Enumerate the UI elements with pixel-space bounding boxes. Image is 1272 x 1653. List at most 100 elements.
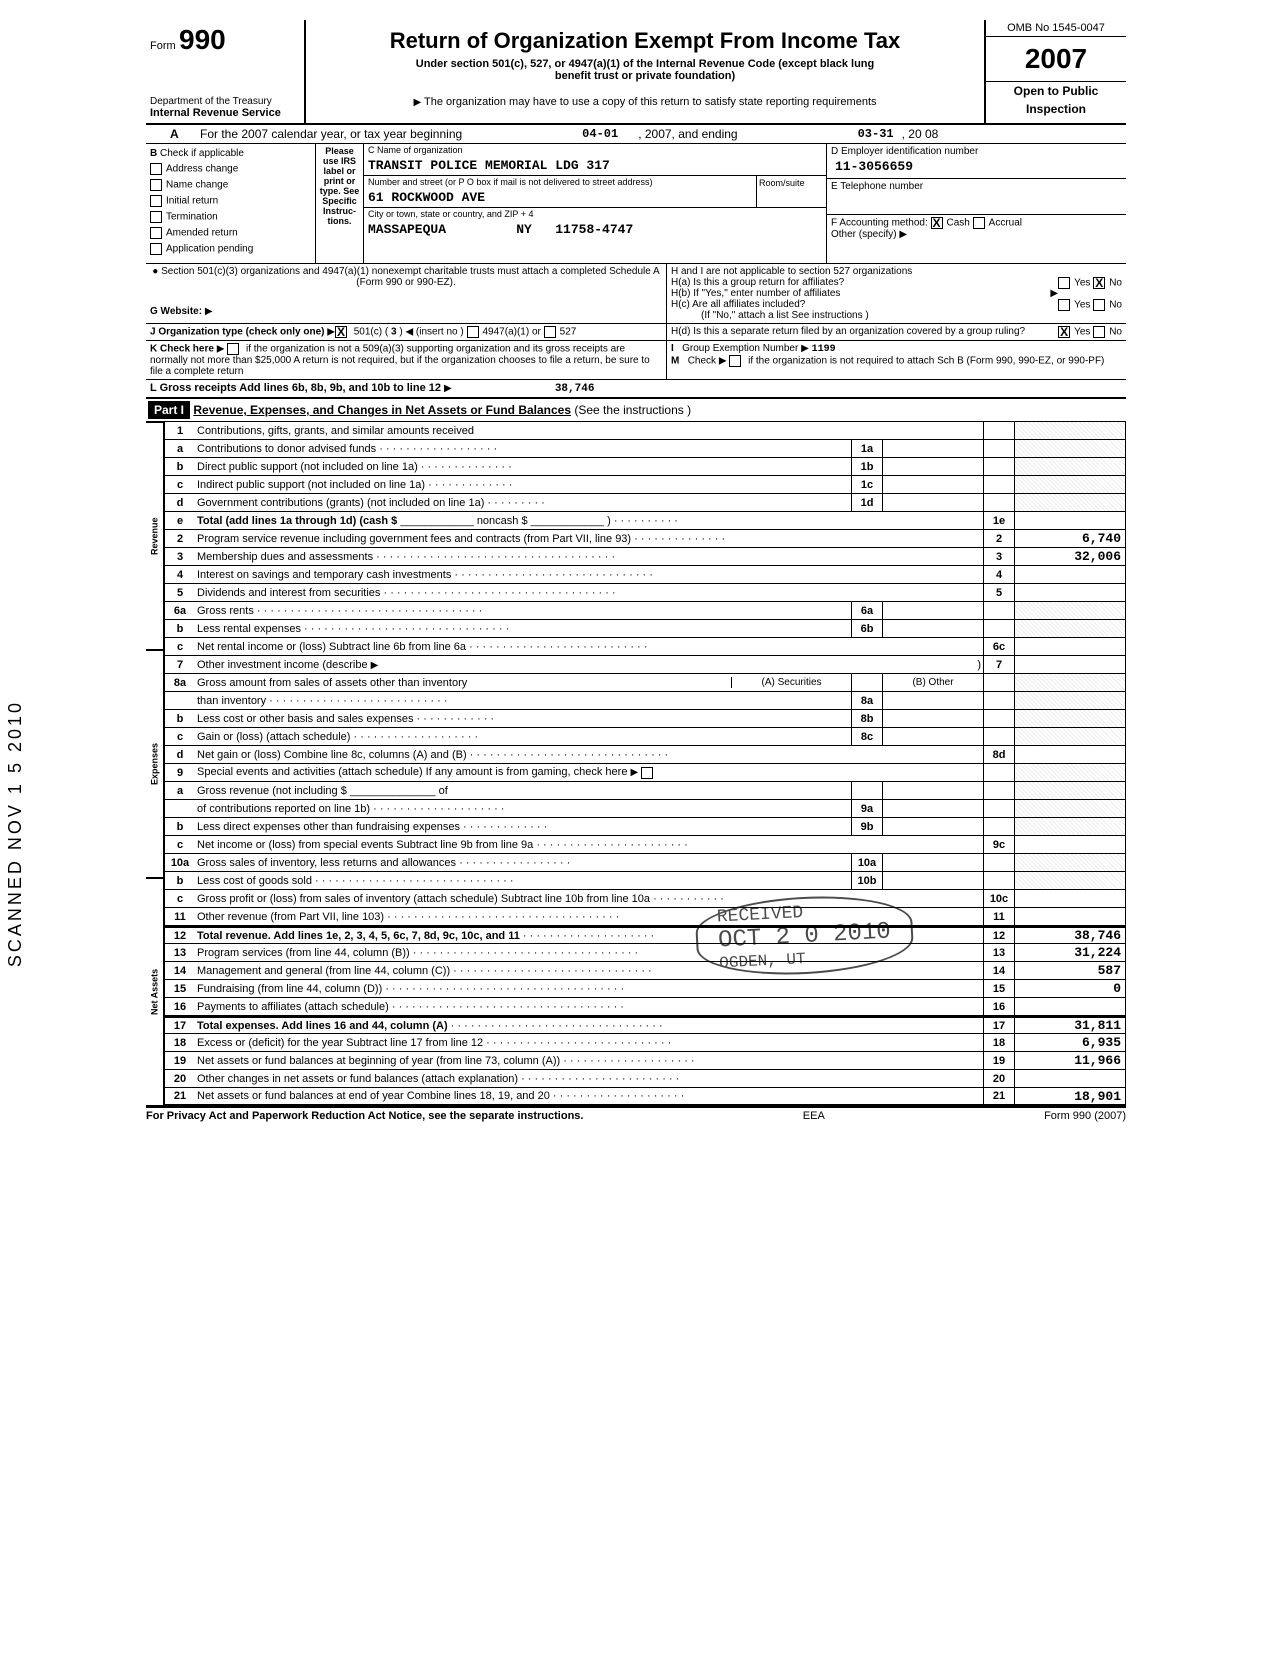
copy-note: The organization may have to use a copy … [424, 96, 876, 108]
ha-yes[interactable] [1058, 277, 1070, 289]
checkbox-name-change[interactable] [150, 179, 162, 191]
accounting-label: F Accounting method: [831, 218, 928, 229]
form-title: Return of Organization Exempt From Incom… [314, 28, 976, 54]
line-1d: Government contributions (grants) (not i… [197, 497, 484, 509]
line-12: Total revenue. Add lines 1e, 2, 3, 4, 5,… [197, 930, 520, 942]
hd-yes[interactable] [1058, 326, 1070, 338]
state: NY [516, 222, 532, 237]
i-label: I [671, 343, 674, 354]
street: 61 ROCKWOOD AVE [364, 188, 756, 207]
section-a-endyear: , 20 08 [902, 127, 939, 141]
hb-label: H(b) If "Yes," enter number of affiliate… [671, 288, 840, 299]
j-501c-label: 501(c) ( [354, 327, 388, 338]
yes-label3: Yes [1074, 327, 1090, 338]
line-8a: Gross amount from sales of assets other … [195, 676, 731, 690]
line-10a: Gross sales of inventory, less returns a… [197, 857, 456, 869]
line-9a: Gross revenue (not including $ [197, 785, 347, 797]
line-6b: Less rental expenses [197, 623, 301, 635]
line-10c: Gross profit or (loss) from sales of inv… [197, 893, 650, 905]
label-name-change: Name change [166, 180, 228, 191]
amount-14: 587 [1015, 962, 1125, 979]
checkbox-termination[interactable] [150, 211, 162, 223]
phone-label: E Telephone number [831, 181, 1122, 192]
dept-treasury: Department of the Treasury [150, 96, 300, 107]
footer: For Privacy Act and Paperwork Reduction … [146, 1106, 1126, 1122]
sections-bcdef: B Check if applicable Address change Nam… [146, 144, 1126, 264]
label-amended: Amended return [166, 228, 238, 239]
k-check[interactable] [227, 343, 239, 355]
checkbox-cash[interactable] [931, 217, 943, 229]
label-other-specify: Other (specify) [831, 229, 897, 240]
yes-label2: Yes [1074, 300, 1090, 311]
amount-19: 11,966 [1015, 1052, 1125, 1069]
section-a-mid: , 2007, and ending [638, 127, 737, 141]
checkbox-initial-return[interactable] [150, 195, 162, 207]
line-1e-noncash: noncash $ [477, 515, 528, 527]
yes-label: Yes [1074, 278, 1090, 289]
gaming-check[interactable] [641, 767, 653, 779]
checkbox-accrual[interactable] [973, 217, 985, 229]
form-number: 990 [179, 24, 226, 55]
j-4947-check[interactable] [467, 326, 479, 338]
section-k-im: K Check here ▶ if the organization is no… [146, 341, 1126, 380]
label-accrual: Accrual [989, 218, 1022, 229]
ha-no[interactable] [1093, 277, 1105, 289]
no-label3: No [1109, 327, 1122, 338]
amount-12: 38,746 [1015, 928, 1125, 943]
hd-no[interactable] [1093, 326, 1105, 338]
amount-18: 6,935 [1015, 1034, 1125, 1051]
l-value: 38,746 [555, 383, 595, 395]
line-13: Program services (from line 44, column (… [197, 947, 410, 959]
col-other: (B) Other [883, 677, 983, 688]
ein-label: D Employer identification number [831, 146, 1122, 157]
scanned-stamp: SCANNED NOV 1 5 2010 [5, 700, 26, 967]
j-501c-num: 3 [391, 327, 397, 338]
form-header: Form 990 Department of the Treasury Inte… [146, 20, 1126, 125]
omb-number: OMB No 1545-0047 [986, 20, 1126, 37]
form-ref: Form 990 (2007) [1044, 1110, 1126, 1122]
zip: 11758-4747 [555, 222, 633, 237]
h-intro: H and I are not applicable to section 52… [671, 266, 1122, 277]
section-jk: J Organization type (check only one) ▶ 5… [146, 324, 1126, 341]
hd-label: H(d) Is this a separate return filed by … [671, 326, 1025, 337]
line-8d: Net gain or (loss) Combine line 8c, colu… [197, 749, 467, 761]
org-name-label: C Name of organization [364, 144, 826, 156]
j-501c-check[interactable] [335, 326, 347, 338]
open-public: Open to Public [986, 82, 1126, 100]
line-7: Other investment income (describe [197, 659, 368, 671]
tax-year-begin: 04-01 [582, 127, 618, 141]
line-6a: Gross rents [197, 605, 254, 617]
line-3: Membership dues and assessments [197, 551, 373, 563]
line-1a: Contributions to donor advised funds [197, 443, 376, 455]
m-check[interactable] [729, 355, 741, 367]
amount-17: 31,811 [1015, 1018, 1125, 1033]
hc-no[interactable] [1093, 299, 1105, 311]
form-990-page: Form 990 Department of the Treasury Inte… [146, 20, 1126, 1122]
checkbox-amended[interactable] [150, 227, 162, 239]
line-2: Program service revenue including govern… [197, 533, 631, 545]
line-1c: Indirect public support (not included on… [197, 479, 425, 491]
amount-3: 32,006 [1015, 548, 1125, 565]
checkbox-address-change[interactable] [150, 163, 162, 175]
section-l: L Gross receipts Add lines 6b, 8b, 9b, a… [146, 380, 1126, 399]
label-pending: Application pending [166, 244, 253, 255]
line-5: Dividends and interest from securities [197, 587, 380, 599]
part1-header-row: Part I Revenue, Expenses, and Changes in… [146, 399, 1126, 422]
lines-column: 1Contributions, gifts, grants, and simil… [164, 422, 1126, 1106]
line-17: Total expenses. Add lines 16 and 44, col… [197, 1020, 448, 1032]
section-501-h: ● Section 501(c)(3) organizations and 49… [146, 264, 1126, 324]
j-label: J Organization type (check only one) [150, 327, 324, 338]
form-label: Form [150, 40, 176, 52]
b-label: B [150, 148, 157, 159]
side-expenses: Expenses [146, 650, 164, 878]
label-cash: Cash [947, 218, 970, 229]
k-text: if the organization is not a 509(a)(3) s… [150, 344, 650, 377]
hc-yes[interactable] [1058, 299, 1070, 311]
checkbox-pending[interactable] [150, 243, 162, 255]
line-1b: Direct public support (not included on l… [197, 461, 418, 473]
hc-note: (If "No," attach a list See instructions… [701, 310, 869, 321]
amount-21: 18,901 [1015, 1088, 1125, 1104]
ha-label: H(a) Is this a group return for affiliat… [671, 277, 844, 288]
j-527-check[interactable] [544, 326, 556, 338]
tax-year: 2007 [986, 37, 1126, 82]
